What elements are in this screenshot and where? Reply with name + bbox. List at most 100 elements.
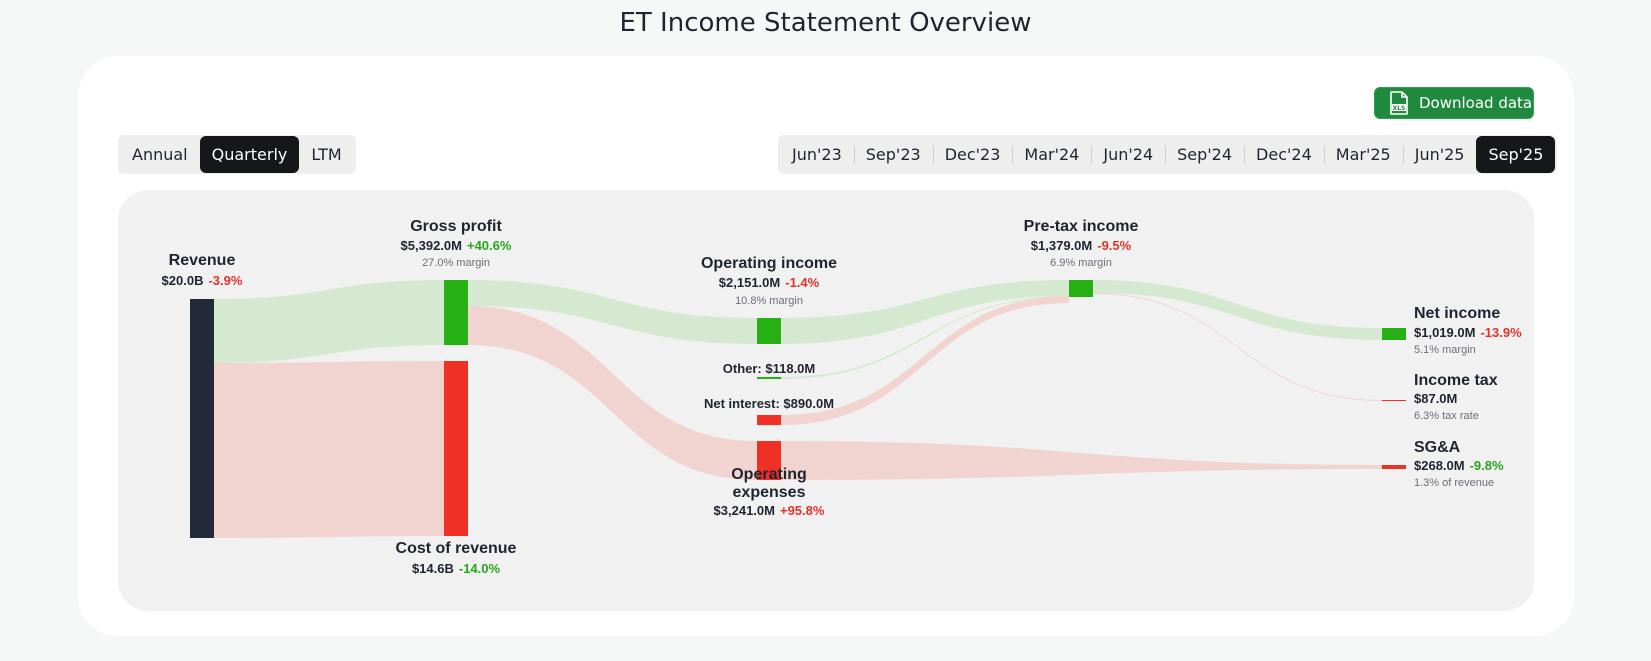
period-dec24[interactable]: Dec'24 (1244, 136, 1324, 173)
pretax-income-note: 6.9% margin (1050, 257, 1112, 269)
net-income-value: $1,019.0M (1414, 325, 1475, 340)
node-gross-profit (444, 280, 468, 345)
link-operating_income-to-pretax_income (781, 280, 1069, 344)
period-mar24[interactable]: Mar'24 (1012, 136, 1091, 173)
pretax-income-value-label: $1,379.0M -9.5% (1031, 238, 1132, 253)
net-income-name-label: Net income (1414, 305, 1500, 322)
operating-expenses-name-rest: expenses (733, 484, 806, 501)
income-tax-note: 6.3% tax rate (1414, 410, 1479, 422)
link-gross_profit-to-operating_expenses (468, 306, 757, 480)
net-income-change: -13.9% (1480, 325, 1522, 340)
operating-expenses-name-line2: expenses (733, 484, 806, 501)
operating-expenses-value-label: $3,241.0M +95.8% (714, 503, 825, 518)
node-operating-income (757, 318, 781, 344)
node-revenue (190, 299, 214, 538)
node-other (757, 377, 781, 379)
period-dec23[interactable]: Dec'23 (932, 136, 1013, 173)
link-revenue-to-gross_profit (214, 280, 444, 363)
period-selector: Jun'23 Sep'23 Dec'23 Mar'24 Jun'24 Sep'2… (778, 135, 1558, 174)
period-jun24[interactable]: Jun'24 (1091, 136, 1165, 173)
period-jun23[interactable]: Jun'23 (792, 145, 842, 164)
node-net-income (1382, 328, 1406, 340)
download-data-button[interactable]: XLS Download data (1374, 87, 1534, 119)
sga-change: -9.8% (1470, 458, 1504, 473)
net-income-note-label: 5.1% margin (1414, 344, 1476, 356)
revenue-name: Revenue (169, 252, 236, 269)
gross-profit-note-label: 27.0% margin (422, 257, 490, 269)
tab-ltm[interactable]: LTM (311, 145, 342, 164)
tab-quarterly[interactable]: Quarterly (199, 136, 300, 173)
link-pretax_income-to-net_income (1093, 280, 1382, 340)
period-sep23[interactable]: Sep'23 (853, 136, 933, 173)
link-pretax_income-to-income_tax (1093, 293, 1382, 401)
link-revenue-to-cost_of_revenue (214, 361, 444, 538)
operating-income-value-label: $2,151.0M -1.4% (719, 275, 820, 290)
pretax-income-name-label: Pre-tax income (1024, 218, 1139, 235)
pretax-income-name: Pre-tax income (1024, 218, 1139, 235)
tab-annual[interactable]: Annual (132, 145, 188, 164)
sankey-nodes (190, 280, 1406, 538)
period-jun25[interactable]: Jun'25 (1402, 136, 1477, 173)
revenue-name-label: Revenue (169, 252, 236, 269)
net-income-note: 5.1% margin (1414, 344, 1476, 356)
cost-of-revenue-name: Cost of revenue (396, 540, 517, 557)
income-tax-name: Income tax (1414, 372, 1498, 389)
node-pretax-income (1069, 280, 1093, 297)
link-net_interest-to-pretax_income (781, 296, 1069, 425)
cost-of-revenue-name-label: Cost of revenue (396, 540, 517, 557)
period-mar25[interactable]: Mar'25 (1323, 136, 1403, 173)
period-sep24[interactable]: Sep'24 (1165, 136, 1244, 173)
other-label: Other: $118.0M (723, 361, 816, 376)
gross-profit-value-label: $5,392.0M +40.6% (401, 238, 512, 253)
operating-expenses-name-line1: Operating (731, 466, 807, 483)
page-title: ET Income Statement Overview (619, 8, 1032, 38)
pretax-income-note-label: 6.9% margin (1050, 257, 1112, 269)
income-tax-note-label: 6.3% tax rate (1414, 410, 1479, 422)
net-interest-name: Net interest: $890.0M (704, 396, 834, 411)
revenue-value: $20.0B (162, 273, 204, 288)
operating-income-note-label: 10.8% margin (735, 295, 803, 307)
net-interest-label: Net interest: $890.0M (704, 396, 834, 411)
operating-income-note: 10.8% margin (735, 295, 803, 307)
node-income-tax (1382, 400, 1406, 401)
sankey-labels: Revenue $20.0B -3.9% Gross profit $5,392.0M +… (162, 218, 1523, 576)
sankey-links (214, 280, 1382, 538)
link-gross_profit-to-operating_income (468, 280, 757, 344)
operating-expenses-change: +95.8% (780, 503, 825, 518)
sga-value-label: $268.0M -9.8% (1414, 458, 1504, 473)
download-label: Download data (1419, 94, 1533, 112)
period-sep25[interactable]: Sep'25 (1476, 136, 1556, 173)
operating-income-name: Operating income (701, 255, 837, 272)
sga-value: $268.0M (1414, 458, 1465, 473)
node-net-interest (757, 415, 781, 425)
cost-of-revenue-value: $14.6B (412, 561, 454, 576)
period-type-selector: Annual Quarterly LTM (118, 135, 356, 174)
operating-income-name-label: Operating income (701, 255, 837, 272)
xls-file-icon: XLS (1390, 91, 1408, 115)
income-tax-value-label: $87.0M (1414, 391, 1457, 406)
other-name: Other: $118.0M (723, 361, 816, 376)
cost-of-revenue-value-label: $14.6B -14.0% (412, 561, 501, 576)
gross-profit-change: +40.6% (467, 238, 512, 253)
node-operating-expenses (757, 441, 781, 480)
revenue-value-label: $20.0B -3.9% (162, 273, 243, 288)
gross-profit-name: Gross profit (410, 218, 502, 235)
gross-profit-name-label: Gross profit (410, 218, 502, 235)
income-tax-name-label: Income tax (1414, 372, 1498, 389)
operating-expenses-value: $3,241.0M (714, 503, 775, 518)
operating-income-value: $2,151.0M (719, 275, 780, 290)
operating-expenses-name: Operating (731, 466, 807, 483)
sga-note: 1.3% of revenue (1414, 477, 1494, 489)
operating-income-change: -1.4% (785, 275, 819, 290)
node-cost-of-revenue (444, 361, 468, 536)
sga-name: SG&A (1414, 439, 1461, 456)
pretax-income-value: $1,379.0M (1031, 238, 1092, 253)
sga-name-label: SG&A (1414, 439, 1461, 456)
link-other-to-pretax_income (781, 296, 1069, 379)
net-income-value-label: $1,019.0M -13.9% (1414, 325, 1522, 340)
cost-of-revenue-change: -14.0% (459, 561, 501, 576)
income-tax-value: $87.0M (1414, 391, 1457, 406)
gross-profit-note: 27.0% margin (422, 257, 490, 269)
gross-profit-value: $5,392.0M (401, 238, 462, 253)
